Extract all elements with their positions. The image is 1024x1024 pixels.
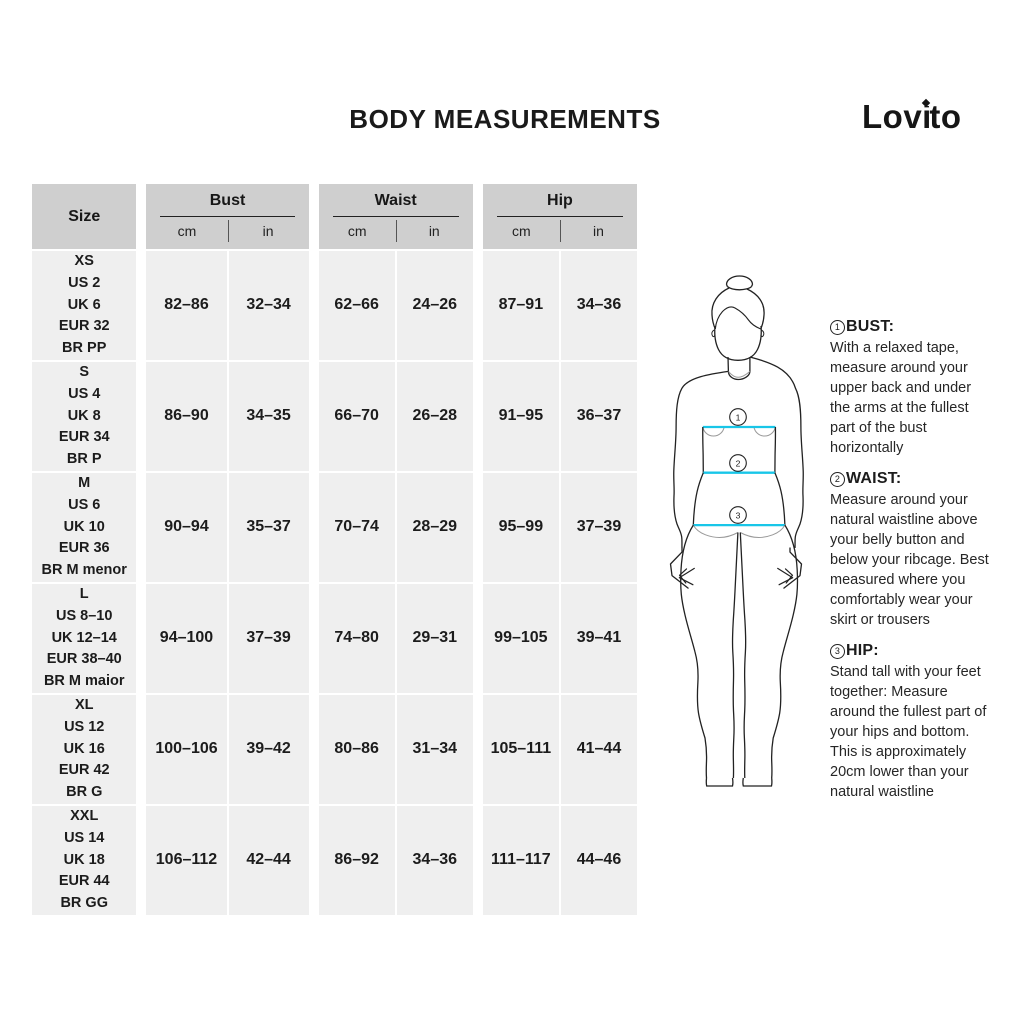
svg-text:2: 2 (736, 458, 741, 468)
svg-text:1: 1 (736, 412, 741, 422)
svg-text:3: 3 (736, 510, 741, 520)
